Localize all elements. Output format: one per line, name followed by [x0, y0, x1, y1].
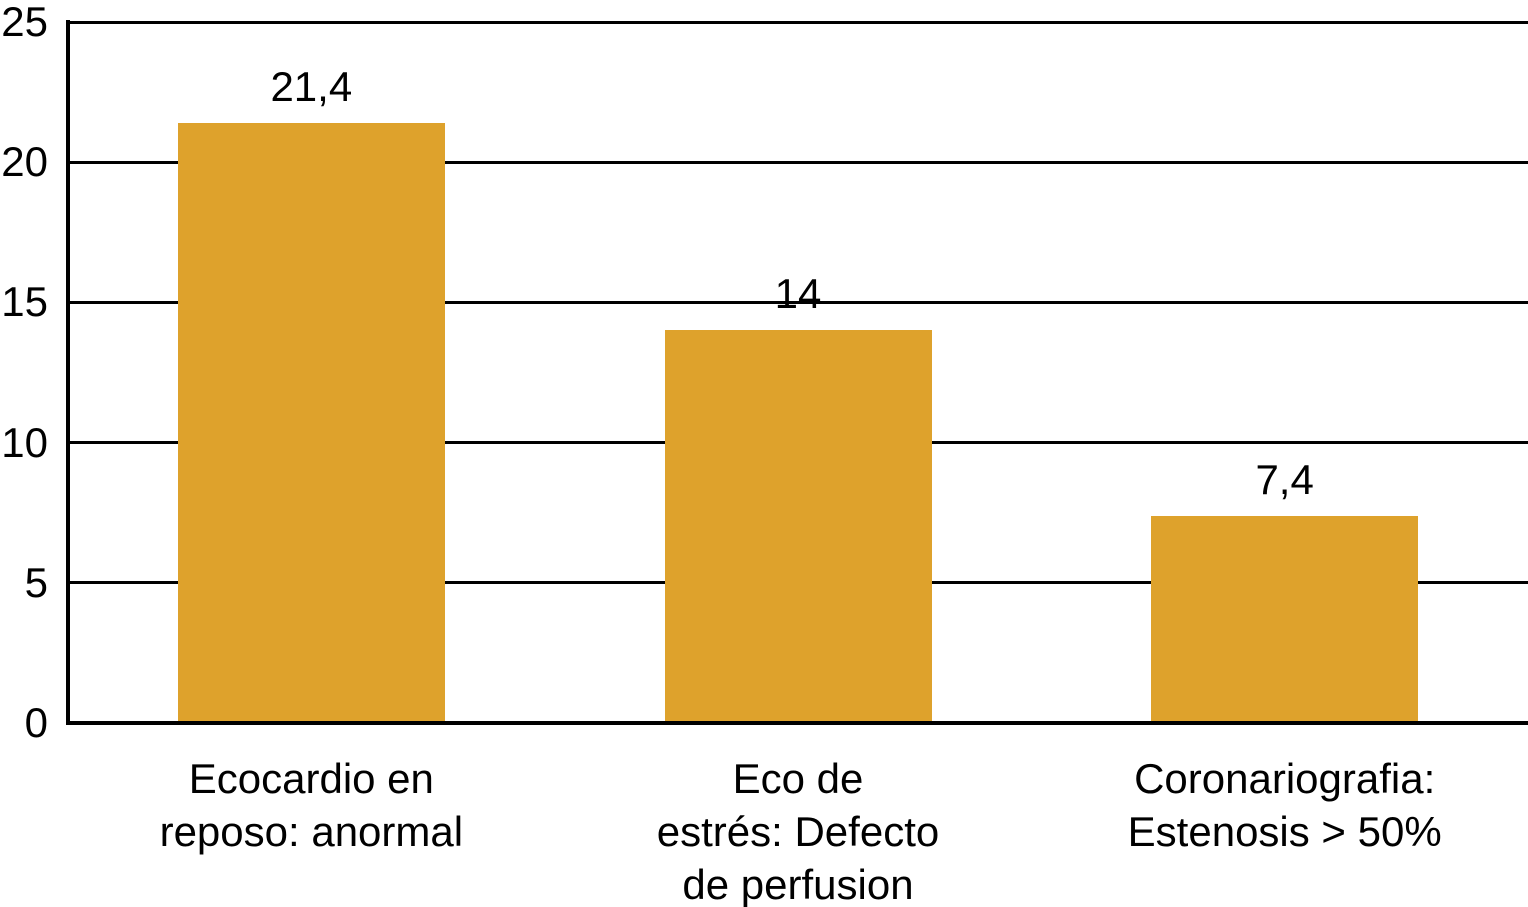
bar-value-label-1: 21,4	[270, 62, 353, 110]
x-tick-label-3: Coronariografia: Estenosis > 50%	[1041, 752, 1528, 907]
gridline-15	[68, 300, 1528, 304]
y-axis-tick-labels: 0 5 10 15 20 25	[0, 0, 48, 907]
x-tick-label-line: reposo: anormal	[159, 808, 464, 855]
y-tick-label-0: 0	[24, 699, 48, 746]
x-tick-label-line: Coronariografia:	[1134, 755, 1436, 802]
y-tick-label-5: 5	[24, 558, 48, 606]
y-tick-label-10: 10	[1, 418, 48, 466]
bar-1	[177, 122, 445, 723]
gridline-20	[68, 160, 1528, 164]
gridline-25	[68, 20, 1528, 24]
x-axis-line	[68, 721, 1528, 725]
bar-3	[1151, 515, 1419, 723]
x-axis-category-labels: Ecocardio en reposo: anormal Eco de estrés:…	[68, 752, 1528, 907]
x-tick-label-line: Eco de	[732, 755, 864, 802]
y-tick-label-25: 25	[1, 0, 48, 45]
plot-area: 21,4 14 7,4	[68, 20, 1528, 725]
x-tick-label-line: estrés: Defecto	[656, 808, 940, 855]
x-tick-label-2: Eco de estrés: Defecto de perfusion	[555, 752, 1042, 907]
x-tick-label-line: Estenosis > 50%	[1127, 808, 1442, 855]
bar-2	[664, 330, 932, 723]
bar-value-label-2: 14	[774, 270, 822, 318]
y-axis-line	[66, 20, 70, 725]
x-tick-label-1: Ecocardio en reposo: anormal	[68, 752, 555, 907]
x-tick-label-line: de perfusion	[682, 861, 914, 907]
y-tick-label-20: 20	[1, 138, 48, 186]
bar-value-label-3: 7,4	[1255, 455, 1314, 503]
x-tick-label-line: Ecocardio en	[188, 755, 434, 802]
y-tick-label-15: 15	[1, 278, 48, 326]
